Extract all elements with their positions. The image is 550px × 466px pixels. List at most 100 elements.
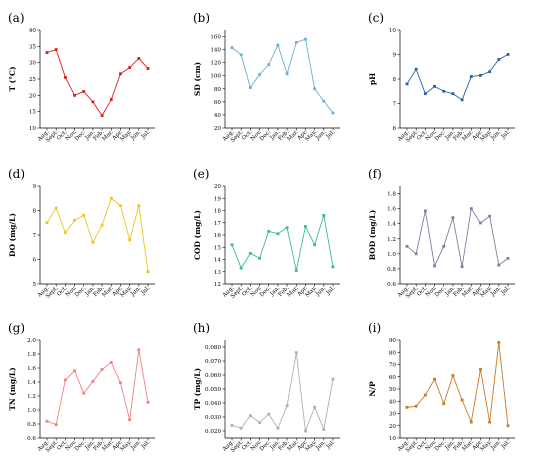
y-tick-label: 8 (32, 209, 36, 215)
y-tick-label: 20 (214, 184, 222, 190)
data-point (442, 402, 446, 406)
series-line (231, 215, 334, 271)
data-point (469, 75, 473, 78)
panel-label: (d) (8, 167, 25, 181)
y-tick-label: 1.4 (387, 222, 396, 228)
y-tick-label: 0.6 (27, 436, 36, 442)
series-line (231, 352, 334, 432)
y-tick-label: 60 (214, 100, 222, 106)
data-point (506, 424, 510, 428)
y-axis-label: pH (368, 73, 377, 85)
y-tick-label: 1.6 (27, 366, 36, 372)
x-tick-label: Jul. (140, 129, 152, 141)
y-tick-label: 16 (214, 233, 222, 239)
data-point (146, 67, 150, 70)
data-point (73, 218, 76, 222)
y-tick-label: 6 (392, 126, 396, 132)
data-point (304, 225, 307, 228)
y-axis-label: N/P (368, 381, 377, 397)
data-point (146, 270, 150, 274)
y-tick-label: 10 (389, 436, 397, 442)
y-tick-label: 1.6 (387, 207, 396, 213)
data-point (506, 256, 510, 260)
data-point (45, 419, 49, 423)
data-point (137, 348, 141, 352)
y-tick-label: 0.8 (387, 267, 396, 273)
data-point (109, 98, 113, 101)
data-point (258, 256, 261, 260)
y-tick-label: 1.0 (27, 408, 36, 414)
series-line (46, 349, 149, 426)
panel-label: (c) (368, 11, 384, 25)
data-point (405, 82, 409, 86)
data-point (45, 51, 49, 54)
data-point (442, 89, 446, 93)
data-point (63, 75, 67, 79)
data-point (45, 221, 49, 225)
data-point (73, 369, 76, 373)
chart-panel: (c)678910Aug.Sept.Oct.Nov.Dec.Jan.Feb.Ma… (368, 11, 515, 144)
chart-grid: (a)10152025303540Aug.Sept.Oct.Nov.Dec.Ja… (8, 11, 515, 454)
x-tick-label: Jul. (325, 439, 337, 451)
chart-panel: (d)56789Aug.Sept.Oct.Nov.Dec.Jan.Feb.Mar… (8, 167, 155, 300)
y-tick-label: 2.0 (27, 338, 36, 344)
y-tick-label: 60 (389, 375, 397, 381)
y-tick-label: 40 (389, 399, 397, 405)
y-tick-label: 10 (29, 126, 37, 132)
series-line (46, 49, 149, 117)
data-point (82, 391, 86, 395)
data-point (506, 53, 510, 56)
data-point (304, 37, 307, 41)
y-tick-label: 1.8 (27, 352, 36, 358)
y-tick-label: 0.070 (205, 359, 221, 365)
data-point (488, 70, 492, 74)
y-axis-label: BOD (mg/L) (368, 210, 377, 260)
y-tick-label: 0.6 (387, 282, 396, 288)
data-point (239, 53, 243, 57)
data-point (451, 216, 455, 220)
y-tick-label: 14 (214, 258, 222, 264)
data-point (331, 265, 335, 269)
y-axis-label: SD (cm) (193, 62, 202, 96)
data-point (469, 420, 473, 424)
x-tick-label: Jul. (325, 129, 337, 141)
y-tick-label: 20 (29, 93, 37, 99)
y-tick-label: 19 (214, 196, 222, 202)
y-tick-label: 6 (32, 258, 36, 264)
y-tick-label: 0.030 (205, 415, 221, 421)
y-tick-label: 9 (32, 184, 36, 190)
data-point (100, 223, 104, 227)
data-point (248, 251, 252, 255)
data-point (258, 421, 261, 424)
data-point (497, 263, 501, 267)
y-tick-label: 18 (214, 209, 222, 215)
x-tick-label: Jul. (500, 439, 512, 451)
y-tick-label: 80 (389, 350, 397, 356)
y-tick-label: 10 (389, 28, 397, 34)
data-point (497, 58, 501, 61)
y-tick-label: 0.060 (205, 373, 221, 379)
data-point (91, 240, 95, 244)
data-point (331, 377, 335, 381)
y-axis-label: TN (mg/L) (8, 367, 17, 410)
y-tick-label: 50 (389, 387, 397, 393)
data-point (313, 87, 317, 91)
data-point (414, 404, 418, 408)
data-point (479, 221, 482, 225)
chart-panel: (f)0.60.81.01.21.41.61.8Aug.Sept.Oct.Nov… (368, 167, 515, 300)
data-point (497, 341, 501, 344)
panel-label: (i) (368, 321, 381, 335)
data-point (294, 269, 298, 272)
y-tick-label: 20 (389, 424, 397, 430)
data-point (331, 111, 335, 115)
y-tick-label: 40 (29, 28, 37, 34)
y-tick-label: 0.8 (27, 422, 36, 428)
data-point (230, 46, 234, 50)
data-point (433, 377, 436, 381)
y-axis-label: DO (mg/L) (8, 213, 17, 257)
data-point (276, 426, 280, 430)
data-point (423, 393, 427, 397)
data-point (100, 114, 104, 117)
data-point (276, 232, 280, 236)
